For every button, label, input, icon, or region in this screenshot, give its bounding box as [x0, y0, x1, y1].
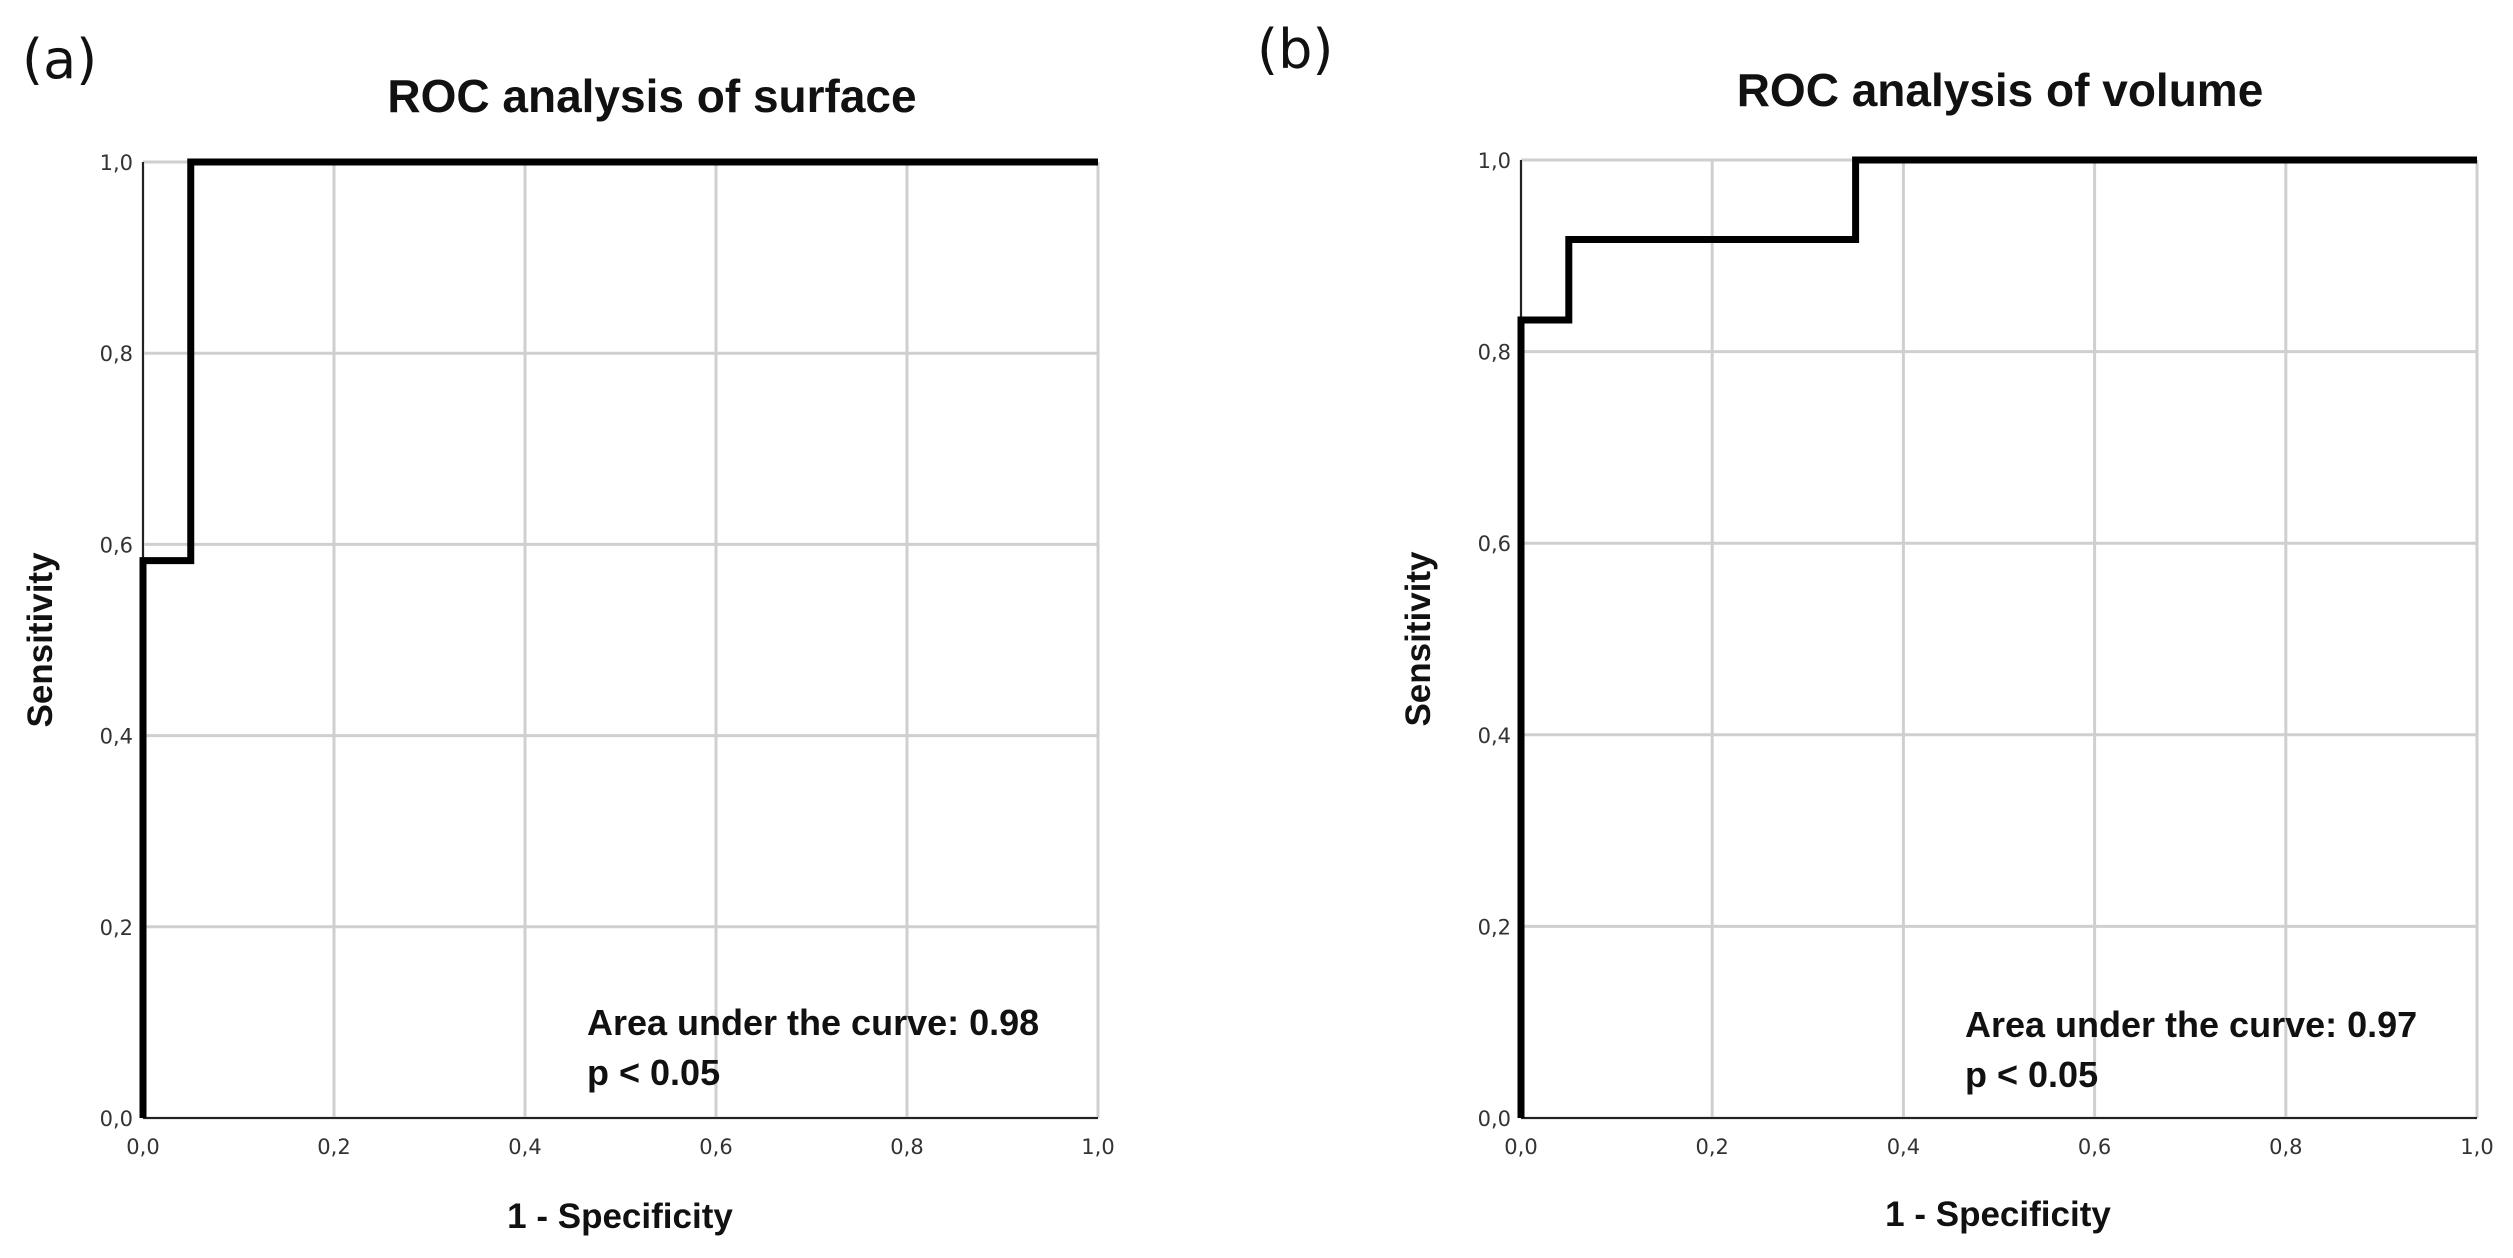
auc-text-b: Area under the curve: 0.97: [1965, 1004, 2418, 1045]
x-tick-label-a-2: 0,4: [508, 1135, 541, 1159]
y-tick-label-b-0: 0,0: [1478, 1107, 1511, 1131]
chart-title-b: ROC analysis of volume: [1737, 64, 2264, 116]
x-axis-title-a: 1 - Specificity: [507, 1197, 733, 1236]
y-tick-label-b-3: 0,6: [1478, 532, 1511, 556]
x-tick-label-a-1: 0,2: [317, 1135, 350, 1159]
roc-curve-b-0: [1517, 156, 2477, 1118]
y-tick-label-a-4: 0,8: [100, 342, 133, 366]
y-tick-label-a-5: 1,0: [100, 151, 133, 175]
x-tick-label-b-4: 0,8: [2269, 1135, 2302, 1159]
x-tick-label-a-5: 1,0: [1081, 1135, 1114, 1159]
y-tick-label-b-2: 0,4: [1478, 724, 1511, 748]
chart-title-a: ROC analysis of surface: [387, 70, 916, 122]
y-tick-label-a-1: 0,2: [100, 916, 133, 940]
x-tick-label-b-3: 0,6: [2078, 1135, 2111, 1159]
x-tick-label-b-1: 0,2: [1695, 1135, 1728, 1159]
x-tick-label-a-3: 0,6: [699, 1135, 732, 1159]
y-tick-label-a-3: 0,6: [100, 533, 133, 557]
panel-label-b: (b): [1257, 18, 1334, 81]
x-tick-label-a-4: 0,8: [890, 1135, 923, 1159]
p-value-text-b: p < 0.05: [1965, 1054, 2099, 1095]
y-tick-label-b-4: 0,8: [1478, 341, 1511, 365]
y-tick-label-b-1: 0,2: [1478, 915, 1511, 939]
panel-label-a: (a): [22, 28, 98, 91]
y-tick-label-a-2: 0,4: [100, 725, 133, 749]
y-tick-label-a-0: 0,0: [100, 1107, 133, 1131]
auc-text-a: Area under the curve: 0.98: [587, 1002, 1040, 1043]
roc-curve-a-0: [139, 158, 1098, 1118]
x-tick-label-b-2: 0,4: [1887, 1135, 1920, 1159]
auc-annotation-a: Area under the curve: 0.98 p < 0.05: [587, 998, 1039, 1098]
y-tick-label-b-5: 1,0: [1478, 149, 1511, 173]
x-tick-label-b-5: 1,0: [2460, 1135, 2493, 1159]
y-axis-title-b: Sensitivity: [1399, 551, 1438, 727]
x-tick-label-b-0: 0,0: [1504, 1135, 1537, 1159]
auc-annotation-b: Area under the curve: 0.97 p < 0.05: [1965, 1000, 2417, 1100]
x-tick-label-a-0: 0,0: [126, 1135, 159, 1159]
x-axis-title-b: 1 - Specificity: [1885, 1195, 2111, 1234]
p-value-text-a: p < 0.05: [587, 1052, 721, 1093]
y-axis-title-a: Sensitivity: [21, 552, 60, 728]
